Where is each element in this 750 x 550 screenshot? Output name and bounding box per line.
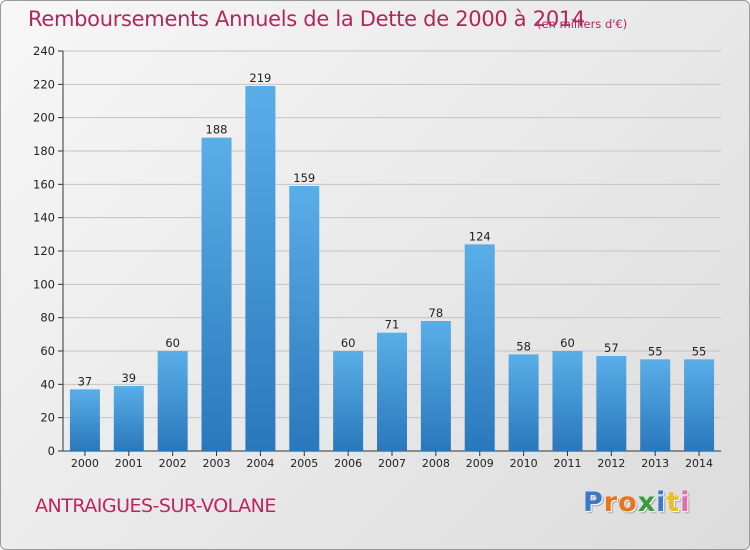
y-tick-label: 100 (33, 277, 55, 291)
data-label: 78 (429, 306, 444, 320)
data-label: 60 (165, 336, 180, 350)
data-label: 159 (293, 171, 315, 185)
logo-letter: i (680, 487, 691, 518)
bar (596, 356, 627, 451)
y-tick-label: 240 (33, 44, 55, 58)
data-label: 124 (469, 229, 491, 243)
bar (420, 321, 451, 451)
bar (684, 359, 715, 451)
bars (69, 86, 715, 451)
data-label: 60 (341, 336, 356, 350)
proxiti-logo[interactable]: Proxiti (583, 487, 691, 518)
x-tick-label: 2000 (71, 457, 99, 470)
logo-letter: r (603, 487, 619, 518)
bar (464, 244, 495, 451)
x-tick-label: 2012 (597, 457, 625, 470)
x-tick-label: 2008 (422, 457, 450, 470)
y-tick-label: 180 (33, 144, 55, 158)
y-tick-label: 160 (33, 177, 55, 191)
x-tick-label: 2003 (203, 457, 231, 470)
y-tick-label: 20 (40, 411, 55, 425)
bar (508, 354, 539, 451)
bar (333, 351, 364, 451)
bar (289, 186, 320, 451)
y-tick-label: 220 (33, 77, 55, 91)
y-tick-label: 200 (33, 111, 55, 125)
logo-letter: o (618, 487, 638, 518)
bar (157, 351, 188, 451)
axes: 0 20 40 60 80 100 120 140 160 180 200 220 240 2000 200… (33, 44, 721, 470)
y-tick-label: 140 (33, 211, 55, 225)
data-label: 188 (206, 123, 228, 137)
data-label: 55 (648, 344, 663, 358)
x-tick-label: 2001 (115, 457, 143, 470)
bar (377, 332, 407, 451)
y-tick-label: 0 (48, 444, 55, 458)
x-tick-label: 2002 (159, 457, 187, 470)
x-tick-label: 2014 (685, 457, 713, 470)
logo-letter: t (666, 487, 681, 518)
x-tick-label: 2005 (290, 457, 318, 470)
x-tick-label: 2006 (334, 457, 362, 470)
x-tick-label: 2007 (378, 457, 406, 470)
data-label: 58 (516, 339, 531, 353)
bar (245, 86, 276, 451)
x-tick-label: 2011 (553, 457, 581, 470)
bar (113, 386, 144, 451)
data-label: 60 (560, 336, 575, 350)
data-label: 39 (121, 371, 136, 385)
city-name: ANTRAIGUES-SUR-VOLANE (35, 495, 276, 517)
bar (552, 351, 583, 451)
data-label: 71 (385, 318, 400, 332)
chart-title: Remboursements Annuels de la Dette de 20… (28, 7, 585, 31)
unit-note: (en milliers d'€) (537, 17, 628, 31)
bar (69, 389, 100, 451)
x-tick-label: 2013 (641, 457, 669, 470)
y-tick-label: 120 (33, 244, 55, 258)
x-tick-label: 2004 (246, 457, 274, 470)
y-tick-label: 40 (40, 377, 55, 391)
data-label: 37 (78, 374, 93, 388)
y-tick-label: 60 (40, 344, 55, 358)
x-tick-label: 2009 (466, 457, 494, 470)
logo-letter: x (637, 487, 657, 518)
bar (640, 359, 671, 451)
x-tick-label: 2010 (510, 457, 538, 470)
logo-letter: i (656, 487, 667, 518)
data-labels: 37 39 60 188 219 159 60 71 78 124 58 60 57 55 55 (78, 71, 707, 388)
data-label: 55 (692, 344, 707, 358)
logo-letter: P (583, 487, 604, 518)
data-label: 219 (249, 71, 271, 85)
bar (201, 137, 232, 451)
y-tick-label: 80 (40, 311, 55, 325)
data-label: 57 (604, 341, 619, 355)
